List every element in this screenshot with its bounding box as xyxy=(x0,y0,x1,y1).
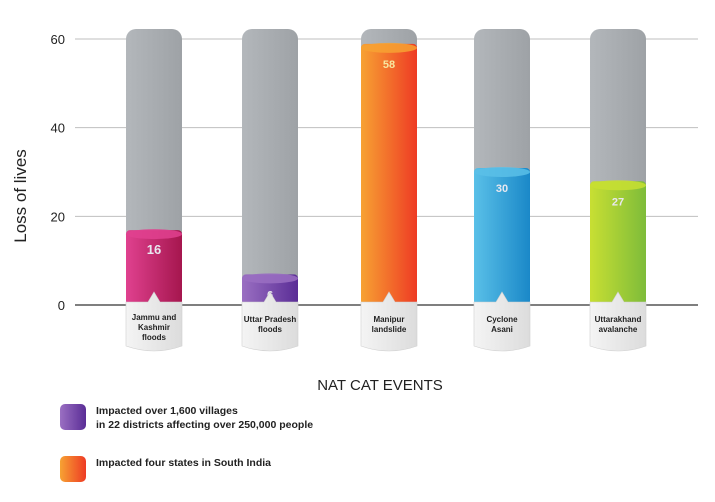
y-axis-label: Loss of lives xyxy=(11,149,30,243)
category-label-line: landslide xyxy=(372,325,407,334)
category-label-line: Uttarakhand xyxy=(595,315,642,324)
bar-2: 6 xyxy=(242,29,298,305)
bar-value-label: 27 xyxy=(612,196,624,208)
bar-1: 16 xyxy=(126,29,182,305)
bar-top-cap xyxy=(361,42,417,53)
legend-text-1: Impacted over 1,600 villages in 22 distr… xyxy=(96,405,314,431)
bars: 16 6 58 30 27 xyxy=(126,29,646,305)
category-label-line: Kashmir xyxy=(138,323,170,332)
y-tick-labels: 0 20 40 60 xyxy=(51,32,65,313)
y-tick-40: 40 xyxy=(51,121,65,136)
legend-text-2: Impacted four states in South India xyxy=(96,457,272,469)
bar-fill xyxy=(126,230,182,305)
legend-swatch-orange xyxy=(60,456,86,482)
category-pod xyxy=(241,291,299,352)
bar-top-cap xyxy=(590,180,646,191)
bar-top-cap xyxy=(242,273,298,284)
category-pod xyxy=(360,291,418,352)
bar-fill xyxy=(361,43,417,305)
bar-top-cap xyxy=(126,229,182,240)
bar-top-cap xyxy=(474,167,530,177)
category-pod xyxy=(125,291,183,352)
category-label-line: avalanche xyxy=(599,325,638,334)
bar-value-label: 16 xyxy=(147,242,161,257)
legend-swatch-purple xyxy=(60,404,86,430)
bar-5: 27 xyxy=(590,29,646,305)
legend-item-1: Impacted over 1,600 villages in 22 distr… xyxy=(60,404,313,432)
bar-4: 30 xyxy=(474,29,530,305)
category-label-line: Uttar Pradesh xyxy=(244,315,297,324)
category-pod xyxy=(589,291,647,352)
category-label-line: Manipur xyxy=(373,315,404,324)
category-pod xyxy=(473,291,531,352)
bar-fill xyxy=(474,168,530,305)
bar-fill xyxy=(590,181,646,305)
y-tick-20: 20 xyxy=(51,209,65,224)
category-label-line: Jammu and xyxy=(132,313,177,322)
category-label-line: floods xyxy=(142,333,167,342)
bar-background xyxy=(242,29,298,305)
bar-value-label: 30 xyxy=(496,183,508,195)
x-axis-label: NAT CAT EVENTS xyxy=(317,377,443,394)
category-label-line: floods xyxy=(258,325,283,334)
legend-item-2: Impacted four states in South India xyxy=(60,456,271,482)
category-label-line: Cyclone xyxy=(486,315,518,324)
bar-value-label: 58 xyxy=(383,59,395,71)
y-tick-60: 60 xyxy=(51,32,65,47)
y-tick-0: 0 xyxy=(58,298,65,313)
bar-3: 58 xyxy=(361,29,417,305)
category-label-line: Asani xyxy=(491,325,513,334)
